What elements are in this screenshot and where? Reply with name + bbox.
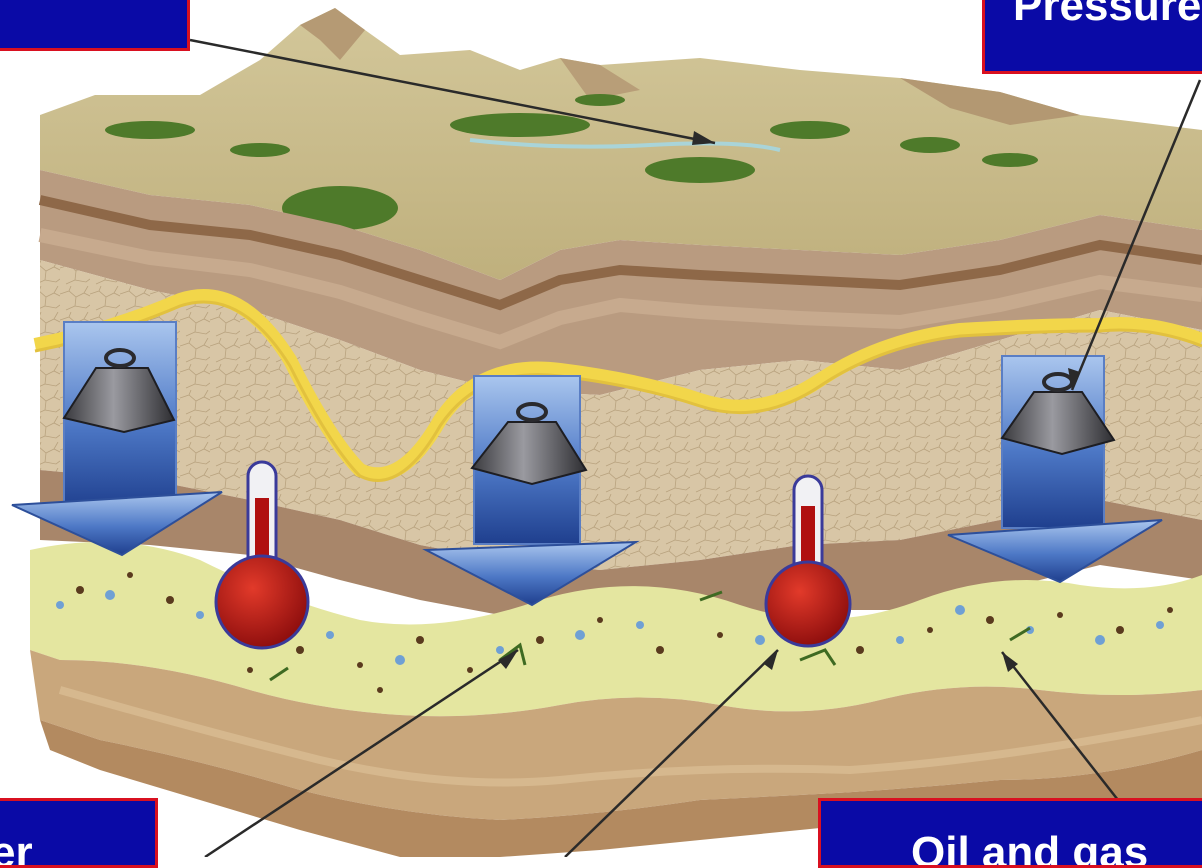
thermometer-icon	[214, 460, 310, 650]
river	[469, 138, 781, 152]
label-pressure: Pressure	[982, 0, 1202, 74]
label-oil-and-gas-text: Oil and gas	[911, 828, 1149, 868]
fossil-plants	[269, 590, 1031, 682]
thermometer-icon	[764, 474, 852, 648]
strata-lower-bands	[40, 470, 1202, 630]
label-oil-and-gas: Oil and gas	[818, 798, 1202, 868]
weight-icon	[1000, 372, 1116, 456]
label-pressure-text: Pressure	[1013, 0, 1202, 30]
source-rock-layer	[30, 542, 1202, 717]
weight-icon	[62, 348, 176, 434]
yellow-layer	[33, 289, 1202, 482]
vegetation	[105, 94, 1038, 230]
weight-icon	[470, 402, 588, 486]
label-bottom-left: er	[0, 798, 158, 868]
callout-lines	[189, 38, 1202, 857]
organic-debris	[76, 572, 1173, 693]
crackle-layer	[40, 260, 1202, 570]
label-top-left	[0, 0, 190, 51]
label-bottom-left-text: er	[0, 828, 33, 868]
